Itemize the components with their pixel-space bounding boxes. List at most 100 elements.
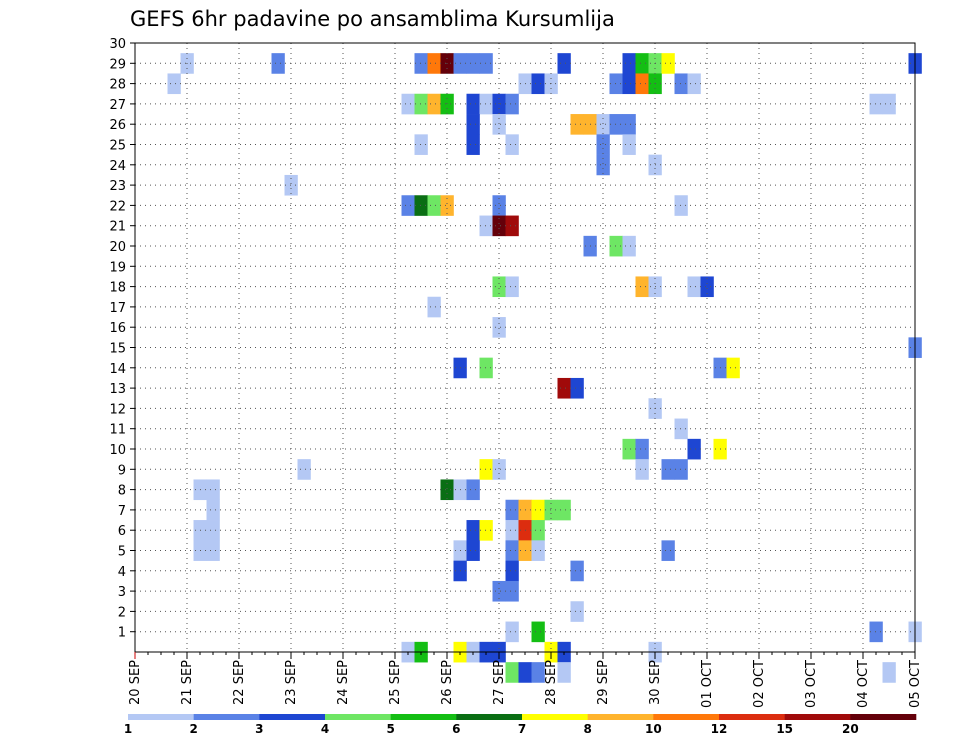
x-tick-label: 27 SEP [492, 660, 507, 705]
data-cell [635, 73, 649, 95]
data-cell [466, 53, 480, 74]
y-tick-label: 24 [109, 159, 126, 174]
colorbar-label: 15 [776, 722, 793, 736]
colorbar-label: 2 [189, 722, 197, 736]
data-cell [401, 93, 415, 115]
colorbar-segment [522, 714, 588, 720]
colorbar-segment [587, 714, 654, 720]
data-cell [505, 662, 519, 683]
data-cell [505, 134, 519, 155]
y-tick-label: 15 [109, 342, 126, 357]
data-cell [674, 459, 688, 480]
data-cell [479, 93, 493, 115]
data-cell [661, 540, 675, 561]
colorbar-label: 3 [255, 722, 263, 736]
data-cell [492, 215, 506, 237]
grid-lines [135, 43, 915, 652]
data-cell [492, 459, 506, 480]
y-tick-label: 20 [109, 240, 126, 255]
colorbar-segment [784, 714, 851, 720]
data-cell [622, 134, 636, 155]
x-tick-label: 20 SEP [128, 660, 143, 705]
data-cell [622, 53, 636, 74]
data-cell [531, 520, 545, 541]
x-tick-label: 28 SEP [544, 660, 559, 705]
data-cell [505, 499, 519, 521]
data-cell [635, 53, 649, 74]
data-cell [440, 93, 454, 115]
y-tick-label: 2 [118, 605, 126, 620]
data-cell [882, 93, 896, 115]
colorbar-segment [456, 714, 523, 720]
data-cell [206, 540, 220, 561]
data-cell [726, 357, 740, 379]
x-tick-label: 03 OCT [804, 660, 819, 708]
data-cell [466, 479, 480, 501]
y-axis: 1234567891011121314151617181920212223242… [109, 37, 135, 641]
data-cell [492, 580, 506, 602]
y-tick-label: 28 [109, 78, 126, 93]
data-cell [661, 459, 675, 480]
data-cell [882, 662, 896, 683]
data-cell [635, 276, 649, 298]
x-tick-label: 23 SEP [284, 660, 299, 705]
data-cell [492, 93, 506, 115]
data-cell [414, 195, 428, 216]
data-cell [687, 276, 701, 298]
data-cell [596, 134, 610, 155]
y-tick-label: 13 [109, 382, 126, 397]
data-cell [414, 53, 428, 74]
colorbar-segment [325, 714, 391, 720]
chart-title: GEFS 6hr padavine po ansamblima Kursumli… [130, 7, 615, 31]
data-cell [440, 195, 454, 216]
x-tick-label: 24 SEP [336, 660, 351, 705]
data-cell [505, 93, 519, 115]
data-cell [505, 520, 519, 541]
data-cell [440, 479, 454, 501]
colorbar-label: 6 [452, 722, 460, 736]
data-cell [609, 73, 623, 95]
data-cell [206, 499, 220, 521]
data-cell [492, 276, 506, 298]
data-cell [570, 114, 584, 135]
data-cell [284, 174, 298, 196]
data-cell [206, 479, 220, 501]
colorbar-segment [128, 714, 194, 720]
data-cells [167, 53, 922, 683]
data-cell [609, 114, 623, 135]
y-tick-label: 27 [109, 98, 126, 113]
colorbar-segment [850, 714, 917, 720]
y-tick-label: 12 [109, 402, 126, 417]
data-cell [492, 195, 506, 216]
colorbar: 1 2 3 4 5 6 7 8 10 12 15 20 [124, 714, 917, 736]
data-cell [570, 560, 584, 582]
data-cell [596, 114, 610, 135]
y-tick-label: 14 [109, 362, 126, 377]
data-cell [531, 73, 545, 95]
data-cell [466, 520, 480, 541]
colorbar-label: 4 [321, 722, 329, 736]
x-tick-label: 29 SEP [596, 660, 611, 705]
colorbar-label: 5 [386, 722, 394, 736]
x-axis: 20 SEP 21 SEP 22 SEP 23 SEP 24 SEP 25 SEP 26 S… [128, 652, 923, 708]
colorbar-segment [259, 714, 326, 720]
y-tick-label: 11 [109, 423, 126, 438]
data-cell [271, 53, 285, 74]
y-tick-label: 16 [109, 321, 126, 336]
data-cell [570, 601, 584, 622]
y-tick-label: 18 [109, 281, 126, 296]
data-cell [505, 215, 519, 237]
data-cell [414, 93, 428, 115]
data-cell [674, 195, 688, 216]
y-tick-label: 23 [109, 179, 126, 194]
data-cell [544, 499, 558, 521]
data-cell [622, 438, 636, 460]
data-cell [570, 377, 584, 399]
y-tick-label: 25 [109, 139, 126, 154]
data-cell [505, 276, 519, 298]
data-cell [427, 195, 441, 216]
colorbar-segment [719, 714, 785, 720]
data-cell [414, 134, 428, 155]
data-cell [635, 438, 649, 460]
data-cell [466, 540, 480, 561]
